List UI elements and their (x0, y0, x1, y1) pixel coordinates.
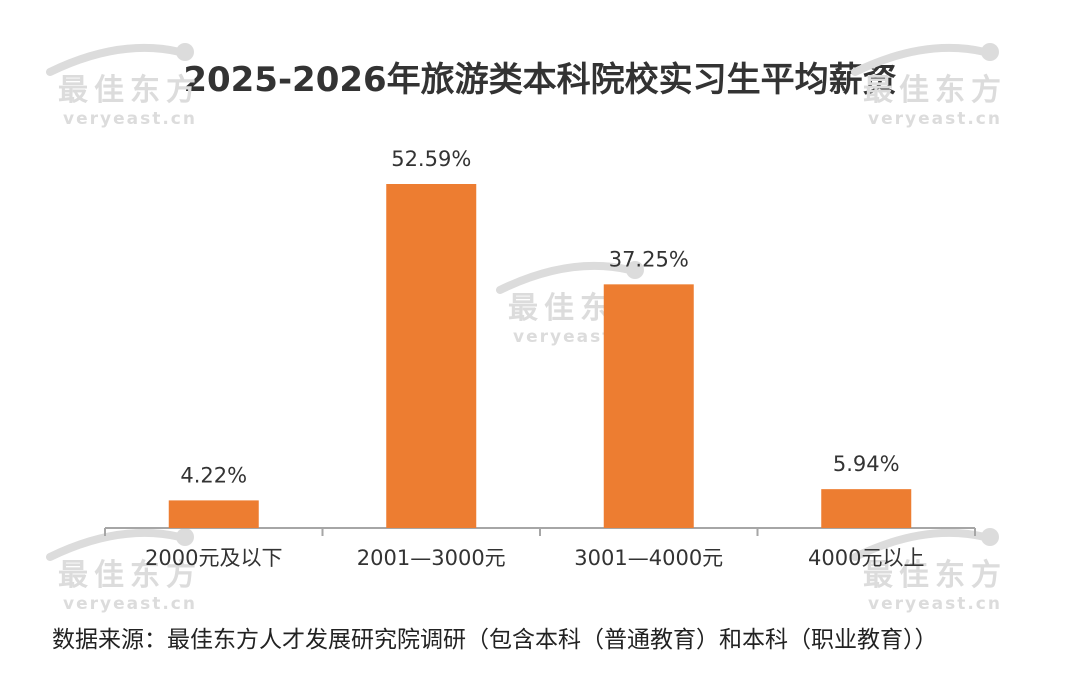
watermark-en: veryeast.cn (868, 594, 1002, 614)
watermark-swoosh (496, 262, 634, 294)
watermark-en: veryeast.cn (868, 109, 1002, 129)
category-label-3: 3001—4000元 (574, 546, 723, 570)
watermark-dot (626, 261, 644, 279)
watermark-en: veryeast.cn (63, 594, 197, 614)
watermark-cn: 最佳东方 (58, 73, 202, 108)
watermark-dot (981, 43, 999, 61)
bar-2 (386, 184, 477, 528)
data-label-2: 52.59% (391, 147, 471, 171)
watermark-en: veryeast.cn (63, 109, 197, 129)
data-label-3: 37.25% (609, 247, 689, 271)
bar-4 (821, 489, 912, 528)
chart-title: 2025-2026年旅游类本科院校实习生平均薪资 (183, 60, 897, 100)
data-label-1: 4.22% (180, 463, 247, 487)
category-label-4: 4000元以上 (808, 546, 924, 570)
watermark-dot (176, 43, 194, 61)
plot-area: 4.22% 2000元及以下 52.59% 2001—3000元 37.25% 3001—… (104, 147, 976, 570)
watermark-swoosh (851, 44, 989, 76)
watermark-cn: 最佳东方 (58, 558, 202, 593)
watermark-dot (981, 528, 999, 546)
data-source-note: 数据来源：最佳东方人才发展研究院调研（包含本科（普通教育）和本科（职业教育）） (52, 627, 938, 653)
watermark-dot (176, 528, 194, 546)
category-label-2: 2001—3000元 (357, 546, 506, 570)
watermark-swoosh (851, 529, 989, 561)
watermark-swoosh (46, 529, 184, 561)
category-label-1: 2000元及以下 (145, 546, 282, 570)
watermark-cn: 最佳东方 (863, 73, 1007, 108)
watermark-cn: 最佳东方 (863, 558, 1007, 593)
bar-3 (603, 284, 694, 528)
data-label-4: 5.94% (833, 452, 900, 476)
bar-1 (168, 500, 259, 528)
watermark-swoosh (46, 44, 184, 76)
